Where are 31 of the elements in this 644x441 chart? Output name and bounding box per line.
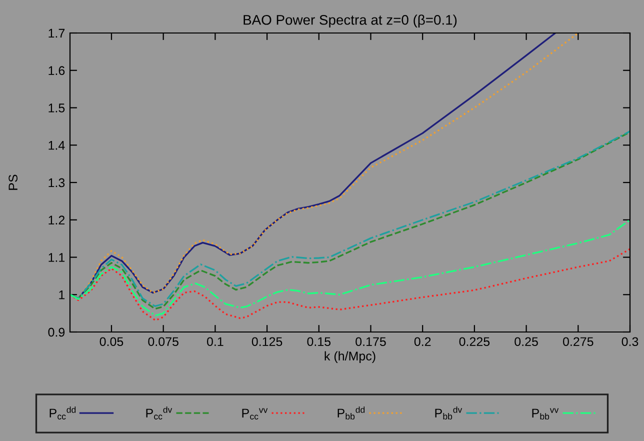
y-tick-label: 1.2 xyxy=(48,216,65,224)
legend-label: P$_{bb}$$^{vv}$ xyxy=(532,408,559,420)
x-tick-label: 0.05 xyxy=(100,337,124,346)
x-tick-label: 0.175 xyxy=(356,337,386,346)
x-tick-label: 0.25 xyxy=(514,337,538,346)
legend-label: P$_{bb}$$^{dd}$ xyxy=(338,406,365,420)
y-tick-label: 1.1 xyxy=(48,253,65,262)
y-tick-label: 1.3 xyxy=(48,178,65,188)
x-tick-label: 0.225 xyxy=(459,337,490,346)
y-tick-label: 0.9 xyxy=(48,328,65,337)
y-tick-label: 1.7 xyxy=(48,28,65,38)
y-tick-label: 1 xyxy=(59,290,65,300)
y-axis-title: PS xyxy=(8,174,18,190)
legend-label: P$_{bb}$$^{dv}$ xyxy=(435,406,462,420)
chart-title: BAO Power Spectra at z=0 (β=0.1) xyxy=(244,14,457,28)
legend-label: P$_{cc}$$^{dv}$ xyxy=(146,406,172,420)
legend-label: P$_{cc}$$^{dd}$ xyxy=(50,406,76,420)
x-tick-label: 0.2 xyxy=(414,337,431,346)
x-tick-label: 0.075 xyxy=(148,337,178,346)
legend-label: P$_{cc}$$^{vv}$ xyxy=(242,408,268,420)
y-tick-label: 1.4 xyxy=(48,141,65,150)
line-series xyxy=(70,248,630,322)
x-tick-label: 0.3 xyxy=(622,337,638,346)
line-series xyxy=(70,219,630,316)
y-tick-label: 1.5 xyxy=(48,104,65,112)
x-axis-title: k (h/Mpc) xyxy=(324,351,376,363)
x-tick-label: 0.275 xyxy=(563,337,594,346)
x-tick-label: 0.125 xyxy=(252,337,282,346)
y-tick-label: 1.6 xyxy=(48,66,65,76)
x-tick-label: 0.15 xyxy=(307,337,331,346)
x-tick-label: 0.1 xyxy=(206,337,224,346)
